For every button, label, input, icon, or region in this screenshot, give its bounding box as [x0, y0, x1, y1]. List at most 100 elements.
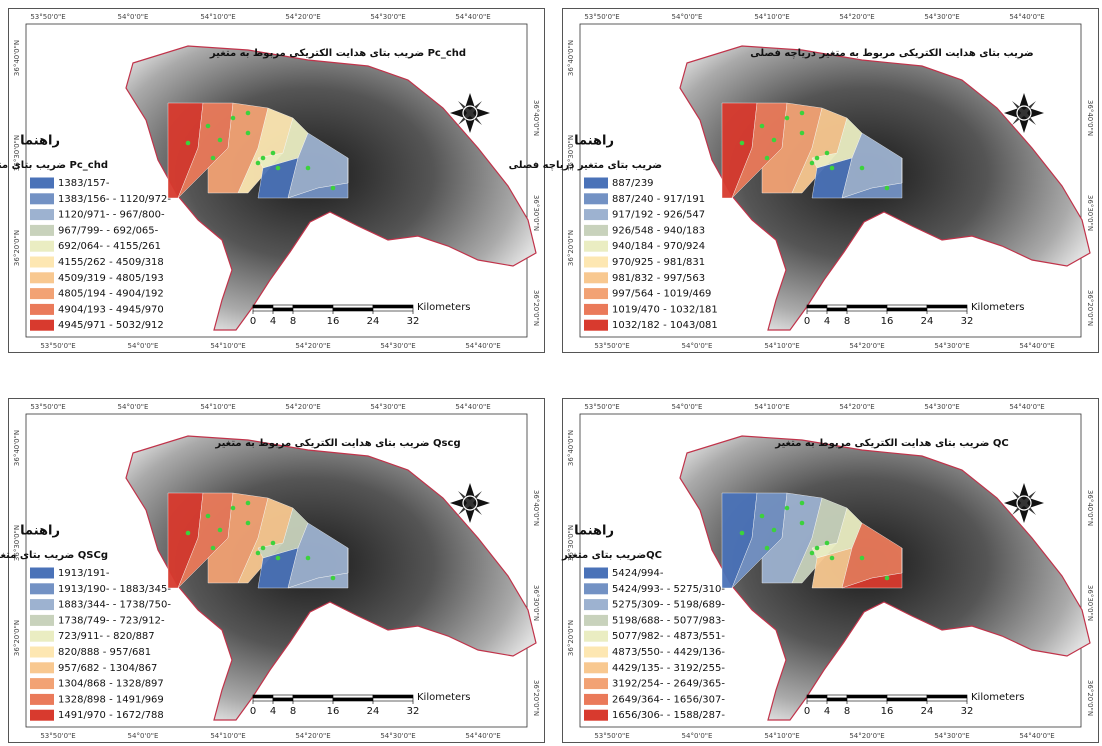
scale-segment — [252, 304, 274, 309]
station-point — [270, 540, 276, 546]
bottom-coordinate-label: 54°40'0"E — [465, 732, 500, 740]
bottom-coordinate-label: 54°0'0"E — [682, 732, 713, 740]
legend-label: 1383/156- - 1120/972- — [58, 194, 171, 205]
right-coordinate-label: 36°30'0"N — [532, 195, 540, 231]
left-coordinate-label: 36°40'0"N — [13, 40, 21, 76]
left-coordinate-label: 36°30'0"N — [567, 525, 575, 561]
scale-segment — [926, 697, 968, 702]
left-coordinate-label: 36°20'0"N — [13, 620, 21, 656]
legend-label: 887/239 — [612, 178, 654, 189]
legend-swatch — [30, 646, 54, 658]
legend-label: 4805/194 - 4904/192 — [58, 289, 164, 300]
station-point — [260, 155, 266, 161]
left-coordinate-label: 36°30'0"N — [567, 135, 575, 171]
station-point — [330, 575, 336, 581]
station-point — [829, 165, 835, 171]
right-coordinate-label: 36°20'0"N — [532, 290, 540, 326]
bottom-coordinate-label: 54°0'0"E — [682, 342, 713, 350]
station-point — [185, 530, 191, 536]
compass-star-diag — [1012, 101, 1036, 125]
legend-label: 1913/191- — [58, 568, 110, 579]
station-point — [245, 520, 251, 526]
station-point — [771, 527, 777, 533]
scale-segment — [272, 304, 294, 309]
legend-swatch — [584, 303, 608, 315]
map-neatline — [579, 23, 1082, 338]
station-point — [764, 545, 770, 551]
map-title: ضریب بتای هدایت الکتریکی مربوط به متغیر … — [750, 48, 1033, 59]
legend-swatch — [584, 709, 608, 721]
legend-label: 4155/262 - 4509/318 — [58, 257, 164, 268]
map-title: ضریب بتای هدایت الکتریکی مربوط به متغیر … — [214, 438, 460, 449]
legend-label: 970/925 - 981/831 — [612, 257, 705, 268]
legend-swatch — [584, 567, 608, 579]
top-coordinate-label: 53°50'0"E — [584, 13, 619, 21]
station-point — [799, 130, 805, 136]
legend-swatch — [584, 662, 608, 674]
right-coordinate-label: 36°40'0"N — [1086, 100, 1094, 136]
top-coordinate-label: 54°0'0"E — [672, 403, 703, 411]
legend-swatch — [584, 256, 608, 268]
scale-tick-label: 4 — [270, 316, 276, 327]
legend-swatch — [30, 288, 54, 300]
legend-subtitle: ضریب بتای متغیر QSCg — [0, 550, 108, 561]
scale-tick-label: 32 — [961, 316, 974, 327]
legend-swatch — [30, 193, 54, 205]
bottom-coordinate-label: 54°20'0"E — [295, 732, 330, 740]
legend-label: 5424/994- — [612, 568, 664, 579]
map-neatline — [25, 23, 528, 338]
bottom-coordinate-label: 54°30'0"E — [380, 732, 415, 740]
scale-tick-label: 32 — [407, 706, 420, 717]
scale-segment — [372, 694, 414, 699]
station-point — [185, 140, 191, 146]
compass-star-diag — [1012, 491, 1036, 515]
scale-tick-label: 0 — [804, 706, 810, 717]
scale-segment — [886, 694, 928, 699]
scale-segment — [292, 307, 334, 312]
top-coordinate-label: 53°50'0"E — [584, 403, 619, 411]
bottom-coordinate-label: 54°10'0"E — [210, 342, 245, 350]
legend-label: 940/184 - 970/924 — [612, 241, 705, 252]
station-point — [829, 555, 835, 561]
map-title: ضریب بتای هدایت الکتریکی مربوط به متغیر … — [774, 438, 1009, 449]
legend-label: 997/564 - 1019/469 — [612, 289, 711, 300]
top-coordinate-label: 54°30'0"E — [370, 13, 405, 21]
legend-swatch — [584, 193, 608, 205]
legend-label: 1032/182 - 1043/081 — [612, 320, 718, 331]
legend-label: 1656/306- - 1588/287- — [612, 710, 725, 721]
bottom-coordinate-label: 53°50'0"E — [594, 732, 629, 740]
station-point — [205, 513, 211, 519]
bottom-coordinate-label: 54°10'0"E — [764, 342, 799, 350]
station-point — [824, 150, 830, 156]
station-point — [759, 513, 765, 519]
left-coordinate-label: 36°30'0"N — [13, 135, 21, 171]
top-coordinate-label: 54°40'0"E — [1009, 403, 1044, 411]
top-coordinate-label: 54°0'0"E — [118, 403, 149, 411]
legend-swatch — [584, 272, 608, 284]
scale-segment — [372, 307, 414, 312]
legend-label: 2649/364- - 1656/307- — [612, 694, 725, 705]
right-coordinate-label: 36°40'0"N — [532, 490, 540, 526]
bottom-coordinate-label: 53°50'0"E — [594, 342, 629, 350]
top-coordinate-label: 54°10'0"E — [754, 13, 789, 21]
station-point — [859, 555, 865, 561]
left-coordinate-label: 36°40'0"N — [567, 40, 575, 76]
right-coordinate-label: 36°40'0"N — [1086, 490, 1094, 526]
scale-tick-label: 4 — [824, 706, 830, 717]
map-panel: 53°50'0"E 53°50'0"E 54°0'0"E 54°0'0"E 54°10'… — [0, 398, 545, 743]
station-point — [330, 185, 336, 191]
scale-segment — [806, 697, 828, 702]
bottom-coordinate-label: 54°20'0"E — [295, 342, 330, 350]
compass-ring — [1016, 495, 1032, 511]
scale-unit: Kilometers — [971, 692, 1025, 703]
scale-unit: Kilometers — [417, 302, 471, 313]
bottom-coordinate-label: 54°20'0"E — [849, 342, 884, 350]
legend-swatch — [584, 209, 608, 221]
top-coordinate-label: 54°0'0"E — [118, 13, 149, 21]
legend-swatch — [584, 177, 608, 189]
map-panel: 53°50'0"E 53°50'0"E 54°0'0"E 54°0'0"E 54°10'… — [0, 8, 545, 353]
scale-segment — [826, 304, 848, 309]
legend-label: 3192/254- - 2649/365- — [612, 679, 725, 690]
north-arrow — [1004, 93, 1044, 133]
